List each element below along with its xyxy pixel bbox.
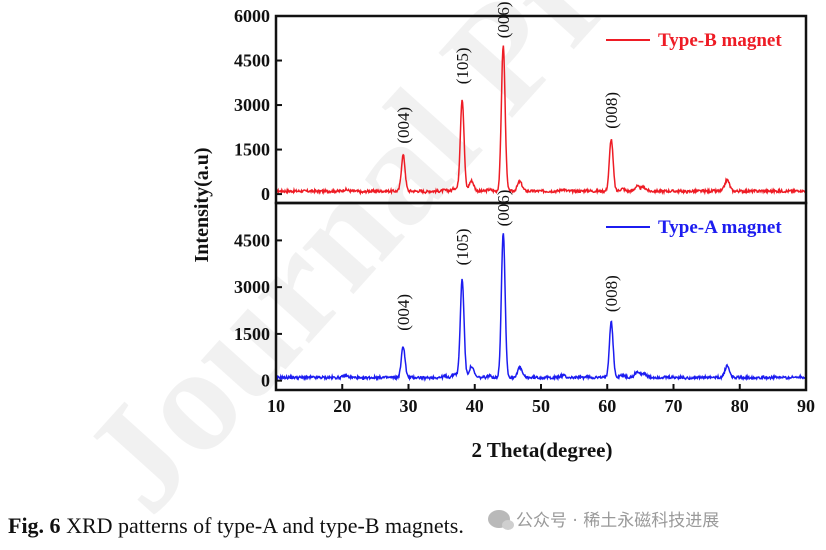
figure-caption: Fig. 6 XRD patterns of type-A and type-B… — [8, 513, 464, 539]
series-line-type-a — [275, 233, 807, 382]
x-tick-label: 80 — [731, 396, 749, 416]
peak-label: (004) — [394, 294, 413, 331]
y-tick-label: 3000 — [234, 277, 270, 297]
peak-label: (105) — [453, 229, 472, 266]
x-axis-label: 2 Theta(degree) — [472, 438, 613, 462]
caption-text: XRD patterns of type-A and type-B magnet… — [60, 513, 464, 538]
y-tick-label: 0 — [261, 184, 270, 204]
x-tick-label: 40 — [466, 396, 484, 416]
y-tick-label: 6000 — [234, 6, 270, 26]
peak-label: (008) — [602, 275, 621, 312]
y-tick-label: 1500 — [234, 324, 270, 344]
legend-label: Type-B magnet — [658, 30, 782, 51]
x-tick-label: 90 — [797, 396, 815, 416]
source-watermark: 公众号 · 稀土永磁科技进展 — [488, 506, 719, 531]
y-tick-label: 4500 — [234, 230, 270, 250]
peak-label: (006) — [494, 1, 513, 38]
legend-label: Type-A magnet — [658, 217, 782, 238]
journal-watermark: Journal Pre-proof — [51, 0, 826, 542]
y-tick-label: 3000 — [234, 95, 270, 115]
y-tick-label: 1500 — [234, 140, 270, 160]
peak-label: (008) — [602, 92, 621, 129]
x-tick-label: 50 — [532, 396, 550, 416]
x-tick-label: 30 — [400, 396, 418, 416]
series-line-type-b — [275, 45, 807, 196]
axes-layer: (004) (105) (006) (008) 0 1500 3000 4500 6000 Typ… — [234, 1, 815, 416]
watermark-text: 公众号 · 稀土永磁科技进展 — [516, 511, 720, 531]
peak-label: (105) — [453, 47, 472, 84]
x-tick-label: 20 — [333, 396, 351, 416]
y-tick-label: 4500 — [234, 51, 270, 71]
peak-label: (004) — [394, 107, 413, 144]
wechat-icon — [488, 509, 514, 530]
journal-watermark-text: Journal Pre-proof — [51, 0, 826, 542]
y-tick-label: 0 — [261, 371, 270, 391]
x-tick-label: 60 — [598, 396, 616, 416]
y-axis-label: Intensity(a.u) — [191, 147, 213, 262]
x-tick-label: 70 — [665, 396, 683, 416]
x-tick-label: 10 — [267, 396, 285, 416]
peak-label: (006) — [494, 190, 513, 227]
caption-label: Fig. 6 — [8, 513, 61, 538]
